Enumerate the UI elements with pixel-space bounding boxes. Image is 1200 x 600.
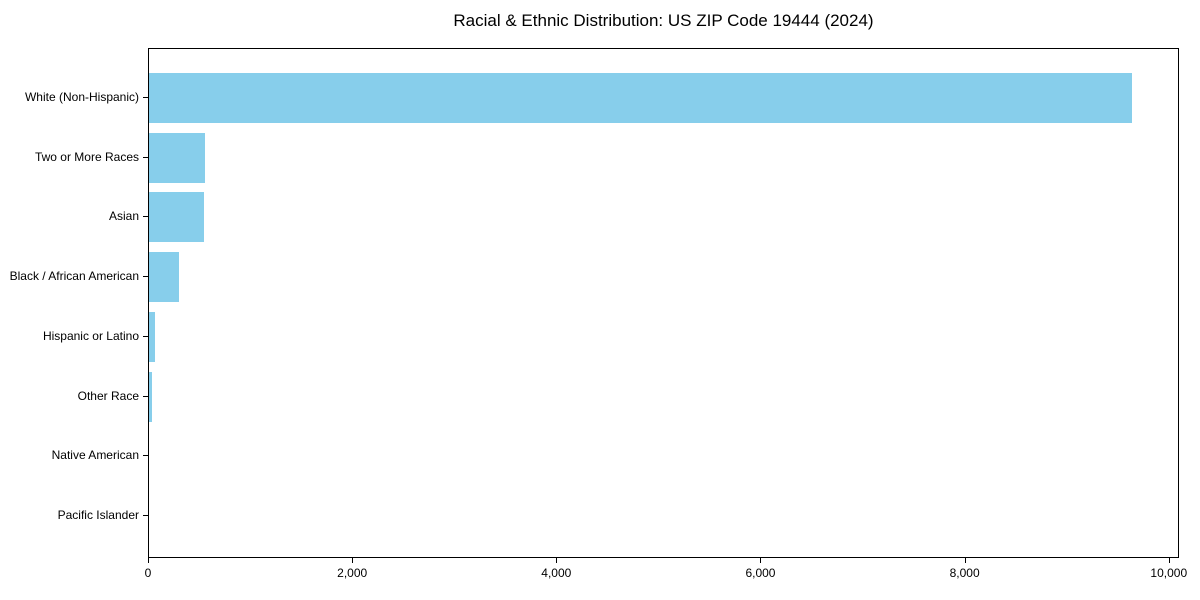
x-tick-label: 4,000	[541, 566, 572, 580]
y-tick	[143, 276, 148, 278]
x-tick-label: 8,000	[949, 566, 980, 580]
y-axis-label-other-race: Other Race	[77, 388, 139, 403]
y-axis-label-white-non-hispanic: White (Non-Hispanic)	[24, 90, 139, 104]
x-tick	[148, 558, 149, 563]
x-tick	[760, 558, 762, 563]
x-tick-label: 6,000	[745, 566, 776, 580]
y-tick	[143, 514, 148, 516]
x-tick-label: 0	[144, 566, 152, 580]
y-axis-label-pacific-islander: Pacific Islander	[57, 507, 139, 522]
y-tick	[143, 395, 148, 397]
y-axis-label-black-african-american: Black / African American	[9, 269, 139, 284]
x-tick-label: 2,000	[337, 566, 368, 580]
bar-two-or-more-races	[149, 132, 206, 183]
y-tick	[143, 216, 148, 218]
y-tick	[143, 335, 148, 337]
bar-black-african-american	[149, 252, 180, 303]
y-tick	[143, 156, 148, 158]
bar-asian	[149, 192, 205, 243]
y-tick	[143, 97, 148, 98]
y-axis-label-asian: Asian	[108, 209, 139, 224]
x-tick	[556, 558, 558, 563]
bar-other-race	[149, 371, 153, 422]
y-axis-label-native-american: Native American	[51, 448, 139, 463]
plot-area	[148, 48, 1179, 558]
y-axis-label-two-or-more-races: Two or More Races	[34, 149, 139, 164]
x-tick	[352, 558, 354, 563]
bar-hispanic-or-latino	[149, 311, 156, 362]
chart-title: Racial & Ethnic Distribution: US ZIP Cod…	[453, 11, 874, 30]
x-tick	[1168, 558, 1170, 563]
y-axis-label-hispanic-or-latino: Hispanic or Latino	[42, 328, 139, 343]
y-tick	[143, 455, 148, 457]
x-tick-label: 10,000	[1150, 566, 1188, 580]
x-tick	[964, 558, 966, 563]
bar-white-non-hispanic	[149, 73, 1132, 123]
